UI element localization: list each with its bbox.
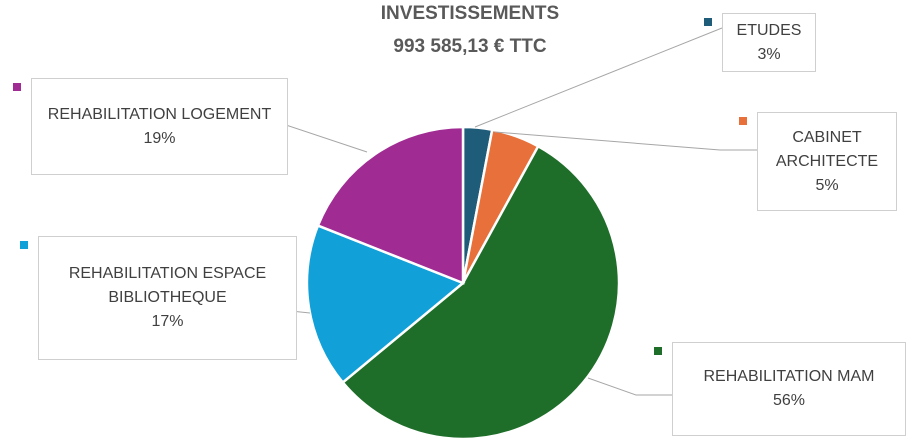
pie-slice bbox=[341, 144, 621, 439]
chart-title: INVESTISSEMENTS bbox=[380, 3, 560, 24]
category-label: ETUDES bbox=[736, 21, 802, 39]
category-label: CABINET ARCHITECTE bbox=[775, 128, 879, 170]
value-label: 19% bbox=[143, 129, 176, 147]
data-label: ETUDES 3% bbox=[722, 13, 816, 72]
leader-line bbox=[587, 377, 672, 396]
pie-slice bbox=[316, 125, 465, 285]
data-label: REHABILITATION MAM 56% bbox=[672, 342, 906, 436]
leader-line bbox=[494, 131, 757, 151]
legend-key bbox=[704, 18, 712, 26]
value-label: 17% bbox=[151, 313, 184, 330]
legend-key bbox=[13, 83, 21, 91]
value-label: 56% bbox=[772, 392, 806, 409]
data-label: REHABILITATION LOGEMENT 19% bbox=[31, 78, 288, 175]
category-label: REHABILITATION MAM bbox=[703, 368, 875, 385]
legend-key bbox=[654, 347, 662, 355]
category-label: REHABILITATION LOGEMENT bbox=[47, 105, 272, 123]
chart-subtitle: 993 585,13 € TTC bbox=[393, 36, 547, 57]
leader-line bbox=[474, 27, 723, 128]
data-label: REHABILITATION ESPACE BIBLIOTHEQUE 17% bbox=[38, 236, 297, 360]
value-label: 3% bbox=[757, 45, 781, 63]
value-label: 5% bbox=[815, 176, 839, 194]
data-label: CABINET ARCHITECTE 5% bbox=[757, 112, 897, 211]
legend-key bbox=[20, 241, 28, 249]
legend-key bbox=[739, 117, 747, 125]
pie-slice bbox=[305, 223, 466, 385]
category-label: REHABILITATION ESPACE BIBLIOTHEQUE bbox=[68, 265, 267, 306]
